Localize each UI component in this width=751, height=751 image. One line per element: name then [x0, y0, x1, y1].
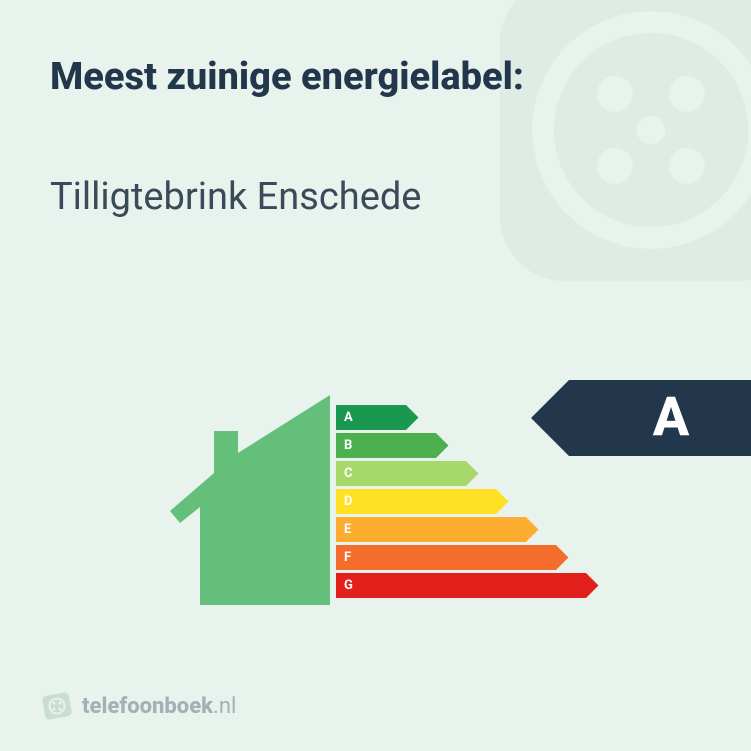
house-icon	[170, 395, 330, 605]
page-title: Meest zuinige energielabel:	[50, 55, 524, 99]
brand-bold: telefoonboek	[82, 694, 213, 719]
energy-bar-label: B	[344, 433, 352, 458]
energy-bar-label: E	[344, 517, 351, 542]
background-watermark-icon	[471, 0, 751, 310]
brand-thin: .nl	[213, 694, 236, 719]
energy-bar-label: A	[344, 405, 353, 430]
energy-bar-shape-icon	[336, 489, 509, 514]
brand-logo-icon	[42, 691, 72, 721]
energy-bar-label: D	[344, 489, 352, 514]
brand-name: telefoonboek.nl	[82, 694, 236, 719]
energy-label-chart: ABCDEFG	[170, 395, 730, 625]
footer-brand: telefoonboek.nl	[42, 691, 236, 721]
energy-bar-shape-icon	[336, 461, 479, 486]
energy-bar-shape-icon	[336, 433, 449, 458]
energy-bar-label: F	[344, 545, 351, 570]
energy-bar-label: G	[344, 573, 353, 598]
energy-bar-label: C	[344, 461, 353, 486]
energy-bar-shape-icon	[336, 545, 569, 570]
location-name: Tilligtebrink Enschede	[50, 175, 421, 219]
energy-bar-shape-icon	[336, 517, 539, 542]
energy-bar-shape-icon	[336, 573, 599, 598]
